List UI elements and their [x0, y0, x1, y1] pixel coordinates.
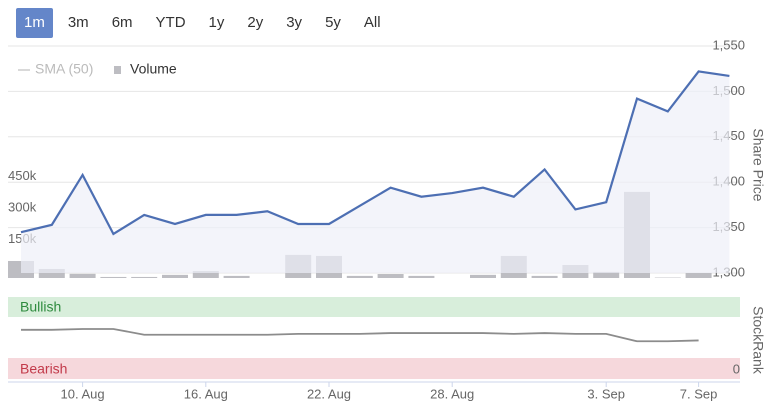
- band: [8, 297, 740, 317]
- volume-bar: [162, 274, 188, 278]
- volume-bar: [131, 276, 158, 278]
- y2-tick-label: 300k: [8, 199, 37, 214]
- band-label: Bullish: [20, 299, 61, 315]
- volume-bar: [685, 272, 712, 278]
- legend-label: Volume: [130, 61, 177, 77]
- range-buttons: 1m 3m 6m YTD 1y 2y 3y 5y All: [16, 8, 396, 38]
- range-button[interactable]: 1y: [208, 14, 225, 31]
- volume-bar: [192, 271, 219, 278]
- volume-bar: [470, 274, 496, 278]
- range-button[interactable]: YTD: [155, 14, 186, 31]
- volume-bar: [346, 275, 373, 278]
- volume-bar: [531, 275, 558, 278]
- legend-label: SMA (50): [35, 61, 93, 77]
- y2-tick-label: 450k: [8, 168, 37, 183]
- y-axis-label: StockRank: [750, 306, 766, 375]
- x-tick-label: 10. Aug: [61, 386, 105, 401]
- legend-swatch: [114, 66, 121, 74]
- band: [8, 358, 740, 379]
- volume-bar: [223, 275, 250, 278]
- range-button[interactable]: 6m: [111, 14, 133, 31]
- y-tick-label: 1,550: [712, 37, 745, 52]
- range-button[interactable]: 2y: [247, 14, 264, 31]
- band-label: Bearish: [20, 361, 67, 377]
- x-tick-label: 28. Aug: [430, 386, 474, 401]
- x-tick-label: 7. Sep: [680, 386, 718, 401]
- x-tick-label: 3. Sep: [587, 386, 625, 401]
- x-tick-label: 22. Aug: [307, 386, 351, 401]
- stockrank-line: [21, 328, 699, 343]
- range-button[interactable]: All: [363, 14, 381, 31]
- range-button[interactable]: 3m: [67, 14, 89, 31]
- range-button[interactable]: 1m: [16, 8, 53, 38]
- volume-bar: [593, 271, 620, 278]
- range-button[interactable]: 3y: [286, 14, 303, 31]
- price-line: [20, 70, 730, 236]
- volume-bar: [100, 276, 127, 278]
- y-tick-label: 0: [733, 361, 740, 376]
- price-area: [21, 71, 730, 273]
- volume-bar: [408, 275, 435, 278]
- volume-bar: [69, 273, 96, 278]
- range-button[interactable]: 5y: [325, 14, 341, 31]
- volume-bar: [377, 274, 404, 278]
- volume-bar: [38, 268, 65, 278]
- y-axis-label: Share Price: [750, 128, 766, 201]
- x-tick-label: 16. Aug: [184, 386, 228, 401]
